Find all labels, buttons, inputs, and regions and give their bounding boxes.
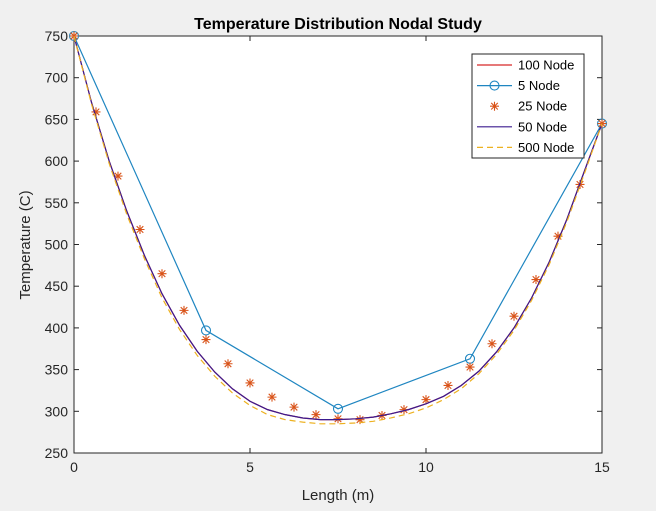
- data-point: [531, 275, 541, 285]
- y-tick-label: 500: [45, 237, 69, 253]
- series-line: [73, 35, 603, 410]
- x-tick-label: 15: [594, 459, 610, 475]
- data-point: [332, 403, 344, 414]
- data-point: [245, 378, 255, 388]
- y-tick-label: 250: [45, 445, 69, 461]
- y-tick-label: 350: [45, 362, 69, 378]
- x-tick-label: 0: [70, 459, 78, 475]
- y-tick-label: 550: [45, 195, 69, 211]
- legend: 100 Node 5 Node 25 Node 50 Node 500 Node: [471, 53, 585, 159]
- data-point: [399, 405, 409, 415]
- data-point: [267, 392, 277, 402]
- data-point: [113, 171, 123, 181]
- data-point: [487, 339, 497, 349]
- data-point: [289, 402, 299, 412]
- legend-marker: [489, 80, 500, 91]
- data-point: [311, 410, 321, 420]
- chart-title: Temperature Distribution Nodal Study: [194, 16, 482, 33]
- legend-label: 50 Node: [518, 119, 567, 134]
- data-point: [179, 305, 189, 315]
- y-tick-label: 700: [45, 70, 69, 86]
- y-tick-label: 400: [45, 320, 69, 336]
- legend-item: 5 Node: [477, 78, 560, 93]
- data-point: [201, 335, 211, 345]
- series-line: [73, 35, 603, 421]
- legend-marker: [490, 101, 499, 111]
- data-point: [509, 311, 519, 321]
- series-50-node: [73, 35, 603, 421]
- data-point: [157, 269, 167, 279]
- y-tick-label: 600: [45, 153, 69, 169]
- y-tick-label: 450: [45, 278, 69, 294]
- legend-label: 500 Node: [518, 140, 574, 155]
- y-axis-label: Temperature (C): [17, 190, 34, 299]
- data-point: [443, 380, 453, 390]
- y-tick-label: 300: [45, 403, 69, 419]
- data-point: [355, 415, 365, 425]
- legend-label: 25 Node: [518, 99, 567, 114]
- axes: 0 5 10 15 250 300 350 400 450 500 550 600 650 700 750: [45, 28, 610, 475]
- legend-label: 100 Node: [518, 58, 574, 73]
- x-axis-label: Length (m): [302, 487, 375, 504]
- x-tick-label: 10: [418, 459, 434, 475]
- series-group: [68, 30, 608, 425]
- data-point: [553, 231, 563, 241]
- legend-item: 50 Node: [477, 119, 567, 134]
- y-tick-label: 650: [45, 111, 69, 127]
- x-tick-label: 5: [246, 459, 254, 475]
- legend-item: 100 Node: [477, 58, 574, 73]
- y-tick-label: 750: [45, 28, 69, 44]
- data-point: [135, 224, 145, 234]
- data-point: [333, 414, 343, 424]
- data-point: [223, 359, 233, 369]
- data-point: [200, 325, 212, 336]
- data-point: [465, 362, 475, 372]
- data-point: [91, 107, 101, 117]
- legend-item: 25 Node: [490, 99, 567, 114]
- legend-label: 5 Node: [518, 78, 560, 93]
- legend-item: 500 Node: [477, 140, 574, 155]
- data-point: [421, 395, 431, 405]
